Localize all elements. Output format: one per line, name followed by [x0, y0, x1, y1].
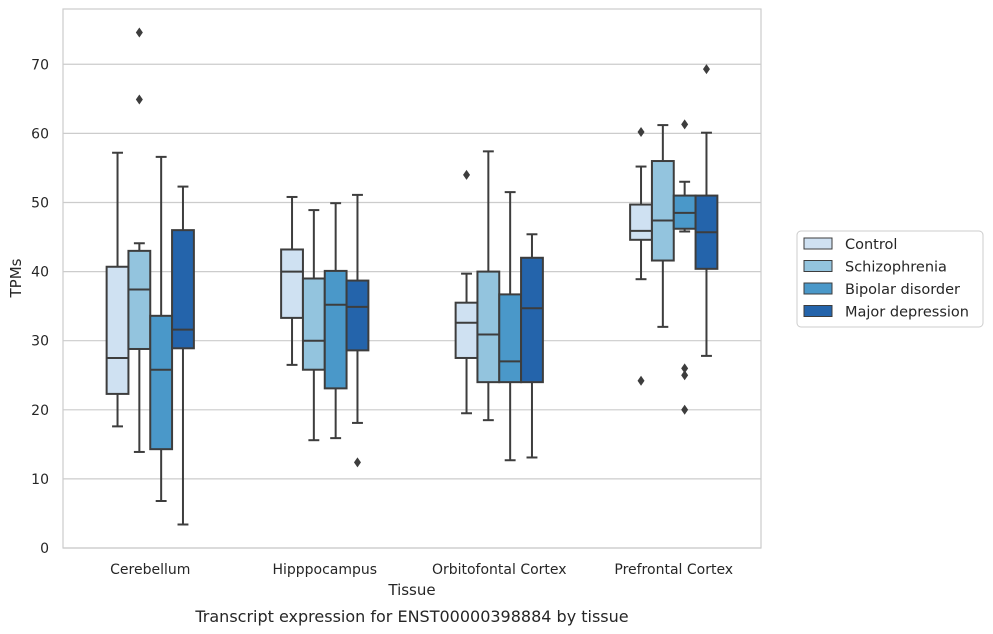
- outlier-point: [463, 169, 471, 180]
- legend-label: Schizophrenia: [845, 260, 947, 276]
- outlier-point: [353, 457, 361, 468]
- y-axis-title: TPMs: [7, 258, 25, 298]
- outlier-point: [681, 363, 689, 374]
- box-3-0: [629, 127, 653, 386]
- outlier-point: [135, 27, 143, 38]
- y-tick-label: 0: [40, 541, 49, 557]
- chart-caption: Transcript expression for ENST0000039888…: [194, 607, 628, 626]
- box-1-0: [280, 195, 304, 366]
- box-iqr: [149, 314, 174, 451]
- box-iqr: [454, 301, 479, 359]
- y-tick-label: 60: [31, 126, 49, 142]
- box-0-1: [127, 27, 152, 453]
- plot-frame: [62, 8, 762, 549]
- box-iqr: [105, 265, 130, 395]
- outlier-point: [135, 94, 143, 105]
- x-tick-label: Prefrontal Cortex: [614, 562, 733, 578]
- box-iqr: [629, 203, 653, 241]
- x-axis-title: Tissue: [387, 581, 435, 599]
- outlier-point: [681, 119, 689, 130]
- legend-label: Bipolar disorder: [845, 282, 960, 298]
- y-tick-label: 70: [31, 57, 49, 73]
- box-2-3: [520, 233, 544, 459]
- box-iqr: [171, 229, 195, 350]
- box-iqr: [301, 277, 326, 371]
- outlier-point: [681, 404, 689, 415]
- y-tick-label: 10: [31, 472, 49, 488]
- box-iqr: [280, 248, 304, 319]
- y-tick-label: 50: [31, 195, 49, 211]
- box-iqr: [127, 249, 152, 350]
- box-iqr: [323, 269, 348, 390]
- y-tick-label: 30: [31, 334, 49, 350]
- box-3-2: [672, 119, 697, 415]
- box-groups: [105, 27, 719, 526]
- box-3-3: [694, 64, 719, 357]
- x-axis-ticks: Cerebellum Hipppocampus Orbitofontal Corte…: [110, 562, 733, 578]
- outlier-point: [637, 127, 645, 138]
- box-3-1: [650, 124, 675, 328]
- legend-swatch: [803, 305, 833, 317]
- box-iqr: [498, 293, 523, 384]
- plot-area: [63, 9, 761, 548]
- box-0-2: [149, 155, 174, 503]
- x-tick-label: Hipppocampus: [272, 562, 377, 578]
- box-iqr: [345, 279, 370, 352]
- legend-label: Control: [845, 237, 897, 253]
- box-0-0: [105, 151, 130, 428]
- box-0-3: [171, 185, 195, 526]
- x-tick-label: Orbitofontal Cortex: [432, 562, 567, 578]
- box-2-0: [454, 169, 479, 415]
- box-iqr: [520, 256, 544, 384]
- outlier-point: [681, 370, 689, 381]
- outlier-point: [702, 64, 710, 75]
- legend: Control Schizophrenia Bipolar disorder Majo…: [796, 230, 984, 328]
- legend-label: Major depression: [845, 305, 969, 321]
- x-tick-label: Cerebellum: [110, 562, 190, 578]
- box-iqr: [476, 270, 501, 384]
- box-1-3: [345, 193, 370, 468]
- y-tick-label: 40: [31, 265, 49, 281]
- legend-frame: [796, 230, 984, 328]
- y-tick-label: 20: [31, 403, 49, 419]
- y-axis-ticks: 0 10 20 30 40 50 60 70: [31, 57, 49, 557]
- legend-swatch: [803, 237, 833, 250]
- outlier-point: [637, 375, 645, 386]
- legend-swatch: [803, 282, 833, 295]
- legend-swatch: [803, 260, 833, 272]
- box-iqr: [650, 160, 675, 262]
